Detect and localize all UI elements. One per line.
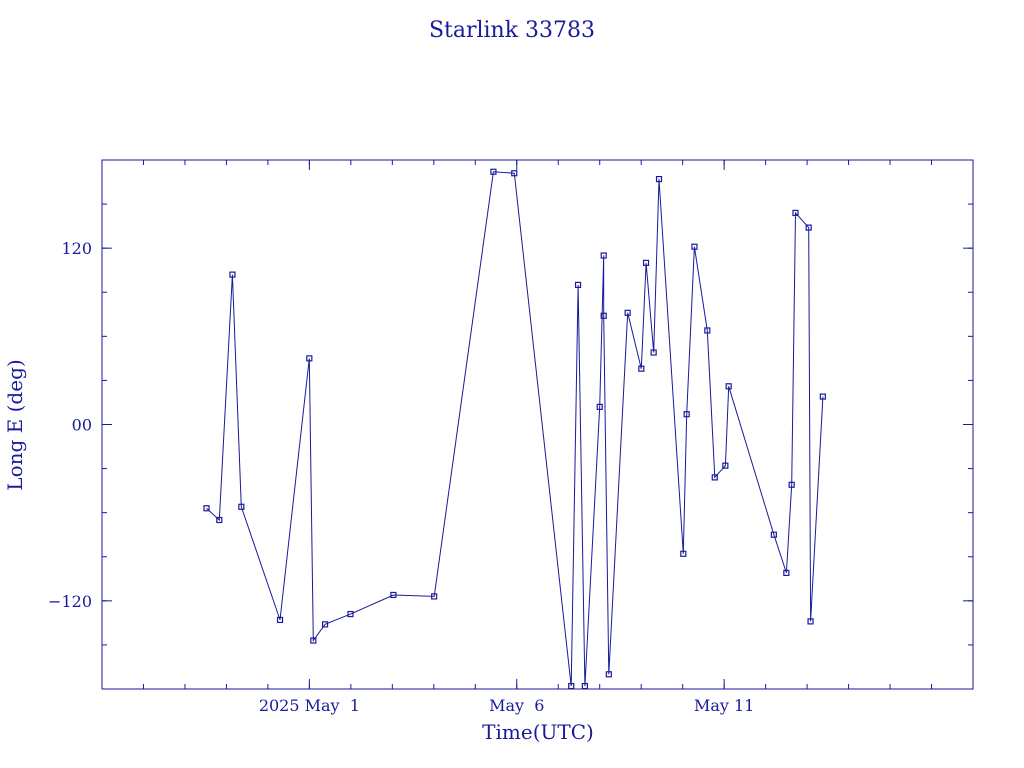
data-point (390, 591, 397, 599)
y-tick-label: 120 (61, 239, 92, 258)
data-point (276, 616, 284, 624)
data-point (691, 243, 698, 250)
data-point (490, 168, 497, 175)
data-point (511, 170, 518, 177)
data-point (605, 671, 612, 678)
data-point (807, 618, 814, 625)
data-point (238, 503, 245, 510)
data-point (600, 252, 607, 259)
data-point (655, 176, 663, 183)
x-tick-label: May 11 (694, 696, 754, 715)
data-point (310, 637, 317, 644)
x-tick-label: 2025 May 1 (259, 696, 360, 715)
data-point (711, 474, 718, 481)
y-tick-label: 00 (72, 416, 92, 435)
data-point (574, 281, 582, 289)
data-point (792, 209, 799, 216)
y-axis-label: Long E (deg) (3, 359, 27, 490)
data-point (306, 355, 313, 362)
data-point (600, 312, 607, 319)
data-point (203, 505, 210, 512)
data-point (650, 349, 657, 356)
data-point (216, 516, 223, 524)
data-point (431, 593, 438, 600)
data-point (788, 481, 795, 488)
data-point (596, 403, 603, 410)
data-point (680, 550, 687, 557)
data-point (347, 610, 354, 618)
data-point (321, 621, 329, 628)
data-point (770, 531, 777, 538)
series-line (206, 171, 824, 687)
plot-frame (101, 159, 974, 690)
y-tick-label: −120 (48, 592, 92, 611)
data-point (805, 224, 812, 231)
data-point (683, 411, 690, 418)
x-axis-label: Time(UTC) (482, 720, 594, 744)
data-point (568, 682, 575, 690)
data-point (704, 327, 711, 334)
x-tick-label: May 6 (489, 696, 544, 715)
data-point (581, 682, 588, 690)
data-point (229, 271, 236, 278)
plot-area (203, 168, 826, 690)
chart-title: Starlink 33783 (429, 18, 595, 43)
axes-group: 120 00 −120 2025 May 1 May 6 May 11 (48, 160, 973, 715)
data-point (642, 259, 650, 266)
data-point (819, 393, 826, 400)
data-point (783, 569, 790, 577)
data-point (624, 309, 631, 316)
data-point (638, 365, 645, 372)
data-point (725, 383, 732, 390)
data-point (722, 462, 729, 469)
